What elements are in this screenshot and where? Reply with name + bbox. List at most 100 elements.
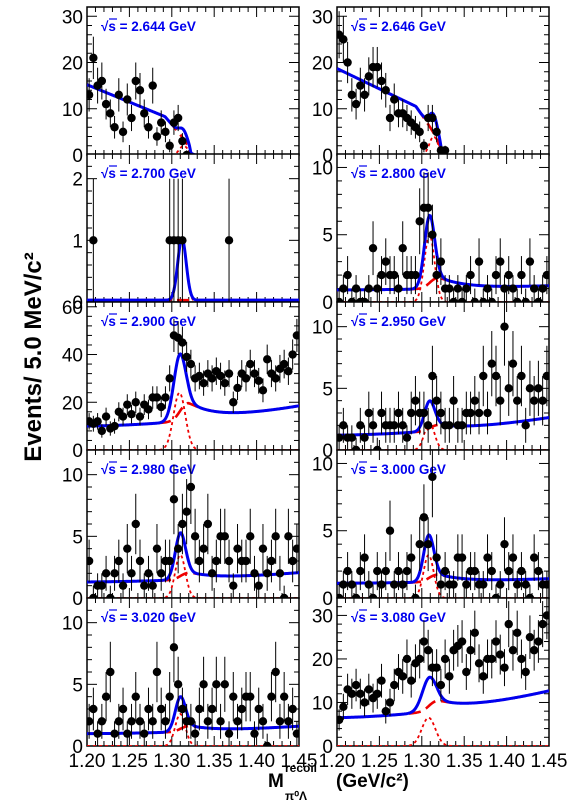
data-point xyxy=(186,703,196,739)
data-point xyxy=(118,121,128,143)
data-marker xyxy=(89,53,98,63)
data-point xyxy=(377,391,386,435)
data-marker xyxy=(462,667,471,677)
data-marker xyxy=(127,113,136,123)
data-point xyxy=(440,552,450,591)
data-marker xyxy=(360,698,369,707)
data-point xyxy=(373,552,382,591)
data-point xyxy=(449,376,458,426)
data-marker xyxy=(339,702,348,712)
data-point xyxy=(394,391,403,435)
data-point xyxy=(360,425,369,450)
data-marker xyxy=(110,729,119,738)
data-point xyxy=(534,552,543,591)
data-point xyxy=(364,673,373,706)
data-point xyxy=(347,678,357,709)
panel-6: 0 5 10 √s = 2.950 GeV xyxy=(312,301,550,462)
data-marker xyxy=(351,680,361,690)
data-marker xyxy=(246,359,255,369)
data-point xyxy=(271,365,280,392)
data-marker xyxy=(500,322,509,331)
data-point xyxy=(423,172,433,244)
x-axis-label: M recoil π⁰Λ (GeV/c²) xyxy=(268,761,409,803)
data-point xyxy=(419,139,429,153)
y-tick-label: 40 xyxy=(62,346,83,367)
y-tick-label: 0 xyxy=(322,293,333,314)
data-point xyxy=(254,573,263,598)
data-point xyxy=(398,407,407,443)
data-point xyxy=(360,288,369,302)
data-marker xyxy=(337,433,344,442)
data-point xyxy=(87,539,94,583)
data-point xyxy=(347,288,357,302)
data-marker xyxy=(250,569,259,578)
data-marker xyxy=(440,654,450,664)
energy-label: √s = 2.800 GeV xyxy=(351,166,446,181)
data-point xyxy=(457,288,467,302)
data-point xyxy=(284,703,293,739)
data-point xyxy=(89,687,98,731)
data-marker xyxy=(436,680,446,690)
data-point xyxy=(373,437,382,450)
data-marker xyxy=(258,544,268,553)
data-point xyxy=(195,362,204,390)
data-point xyxy=(152,641,162,703)
data-marker xyxy=(534,637,543,646)
data-point xyxy=(337,709,344,731)
data-marker xyxy=(364,284,373,293)
data-marker xyxy=(496,580,505,589)
data-point xyxy=(521,571,530,598)
data-point xyxy=(207,555,217,591)
data-marker xyxy=(402,433,412,442)
data-marker xyxy=(351,99,361,109)
data-marker xyxy=(483,553,492,562)
data-marker xyxy=(415,217,424,226)
data-point xyxy=(229,672,238,722)
plot-area xyxy=(87,450,299,598)
data-marker xyxy=(254,704,263,714)
data-point xyxy=(432,256,441,295)
data-marker xyxy=(337,715,344,725)
data-point xyxy=(152,524,162,574)
data-point xyxy=(233,703,242,739)
data-point xyxy=(216,362,225,390)
panel-7: 0 5 10 √s = 2.980 GeV xyxy=(62,449,300,610)
data-point xyxy=(500,649,509,687)
data-point xyxy=(364,57,373,96)
data-marker xyxy=(118,704,128,714)
data-marker xyxy=(114,556,124,566)
data-marker xyxy=(491,593,501,598)
data-marker xyxy=(246,532,255,541)
data-marker xyxy=(212,680,221,689)
data-marker xyxy=(377,76,386,86)
y-tick-label: 10 xyxy=(62,466,83,487)
data-point xyxy=(220,370,229,396)
data-marker xyxy=(402,654,412,664)
data-marker xyxy=(432,127,441,137)
data-marker xyxy=(123,95,132,104)
data-point xyxy=(157,687,166,731)
data-marker xyxy=(288,350,297,359)
data-point xyxy=(483,534,492,581)
data-marker xyxy=(381,706,390,716)
data-point xyxy=(288,687,297,731)
data-point xyxy=(491,256,501,295)
data-point xyxy=(457,407,467,443)
data-marker xyxy=(110,421,119,431)
data-marker xyxy=(87,90,94,100)
data-marker xyxy=(347,689,357,698)
data-point xyxy=(212,539,221,583)
data-point xyxy=(364,391,373,435)
data-marker xyxy=(398,580,407,589)
data-point xyxy=(106,641,115,703)
data-point xyxy=(87,78,94,112)
data-point xyxy=(474,644,484,683)
plot-area xyxy=(87,318,299,450)
data-point xyxy=(190,508,200,564)
data-point xyxy=(339,407,348,443)
data-point xyxy=(474,238,484,285)
data-marker xyxy=(390,95,399,104)
data-point xyxy=(432,649,441,687)
data-point xyxy=(161,121,170,143)
data-point xyxy=(491,584,501,598)
